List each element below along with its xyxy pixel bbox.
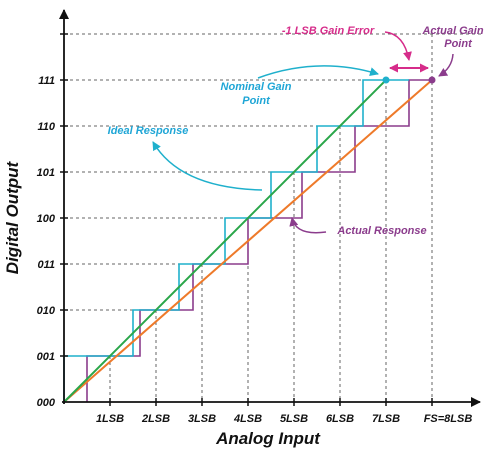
x-tick-label: 3LSB	[188, 413, 216, 425]
y-tick-label: 001	[37, 351, 55, 363]
y-tick-labels: 000 001 010 011 100 101 110 111	[37, 75, 56, 409]
y-tick-marks	[60, 33, 68, 357]
nominal-gain-point-label-line2: Point	[242, 95, 271, 107]
x-tick-label: 2LSB	[141, 413, 170, 425]
actual-response-callout-arrow	[289, 217, 327, 234]
actual-gain-point-dot	[428, 76, 436, 84]
y-tick-label: 101	[37, 167, 55, 179]
x-tick-label: 5LSB	[280, 413, 308, 425]
y-tick-label: 000	[37, 397, 56, 409]
gain-error-label: -1 LSB Gain Error	[282, 25, 375, 37]
x-tick-labels: 1LSB 2LSB 3LSB 4LSB 5LSB 6LSB 7LSB FS=8L…	[96, 413, 472, 425]
y-tick-label: 011	[37, 259, 55, 271]
actual-response-line	[63, 79, 433, 403]
ideal-response-callout-arrow	[152, 141, 263, 191]
nominal-gain-point-callout-arrow	[257, 65, 379, 79]
y-tick-label: 100	[37, 213, 56, 225]
x-axis-title: Analog Input	[215, 429, 321, 448]
x-tick-label: 4LSB	[233, 413, 262, 425]
y-tick-label: 110	[37, 121, 55, 133]
ideal-response-line	[63, 79, 387, 403]
x-tick-label: 6LSB	[326, 413, 354, 425]
actual-response-label: Actual Response	[336, 225, 426, 237]
nominal-gain-point-dot	[382, 76, 390, 84]
ideal-response-label: Ideal Response	[108, 125, 189, 137]
x-tick-label: 1LSB	[96, 413, 124, 425]
x-tick-label: 7LSB	[372, 413, 400, 425]
x-tick-label: FS=8LSB	[424, 413, 473, 425]
actual-gain-point-callout-arrow	[438, 53, 454, 77]
x-tick-marks	[109, 398, 433, 406]
actual-gain-point-label-line1: Actual Gain	[421, 25, 483, 37]
gain-error-callout-arrow	[384, 31, 412, 61]
y-axis-title: Digital Output	[3, 160, 22, 274]
nominal-gain-point-label-line1: Nominal Gain	[221, 81, 292, 93]
actual-gain-point-label-line2: Point	[444, 38, 473, 50]
y-tick-label: 010	[37, 305, 56, 317]
y-tick-label: 111	[38, 75, 55, 87]
